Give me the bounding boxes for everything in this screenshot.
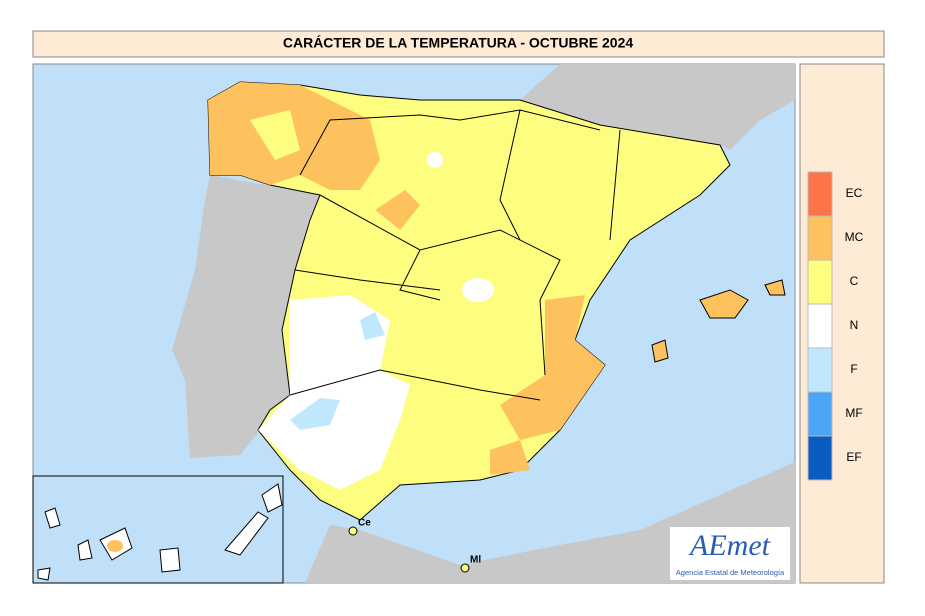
logo-subtitle: Agencia Estatal de Meteorología [676,568,785,577]
logo-box [670,527,790,580]
mild-galicia [250,110,300,160]
legend-label: C [850,274,859,288]
france [520,64,795,150]
legend-swatch [807,391,833,437]
warm-murcia [490,440,530,475]
legend-swatch [807,259,833,305]
legend-label: MF [845,406,862,420]
legend-label: EF [846,450,861,464]
title-box [32,30,885,58]
cool-patch [290,398,340,430]
cool-patch [360,312,385,340]
title: CARÁCTER DE LA TEMPERATURA - OCTUBRE 202… [283,35,633,51]
legend-label: F [850,362,857,376]
warm-tenerife [107,540,123,552]
legend-swatch [807,435,833,481]
normal-southwest [258,295,410,490]
portugal [172,175,320,458]
legend-label: MC [845,230,864,244]
warm-east [500,295,605,440]
legend-swatch [807,215,833,261]
normal-patch [427,152,443,168]
city-label: Ce [358,518,371,529]
canary-islands [37,483,283,581]
canary-inset [32,475,284,584]
city-marker [460,563,470,573]
legend-swatch [807,171,833,217]
city-marker [348,526,358,536]
warm-castilla [375,190,420,230]
logo-name: AEmet [688,529,771,562]
legend-label: N [850,318,859,332]
region-borders [289,109,621,401]
legend-swatch [807,303,833,349]
normal-patch [462,278,494,302]
city-label: Ml [470,555,481,566]
balearic-islands [651,279,786,363]
legend-swatch [807,347,833,393]
legend-label: EC [846,186,863,200]
